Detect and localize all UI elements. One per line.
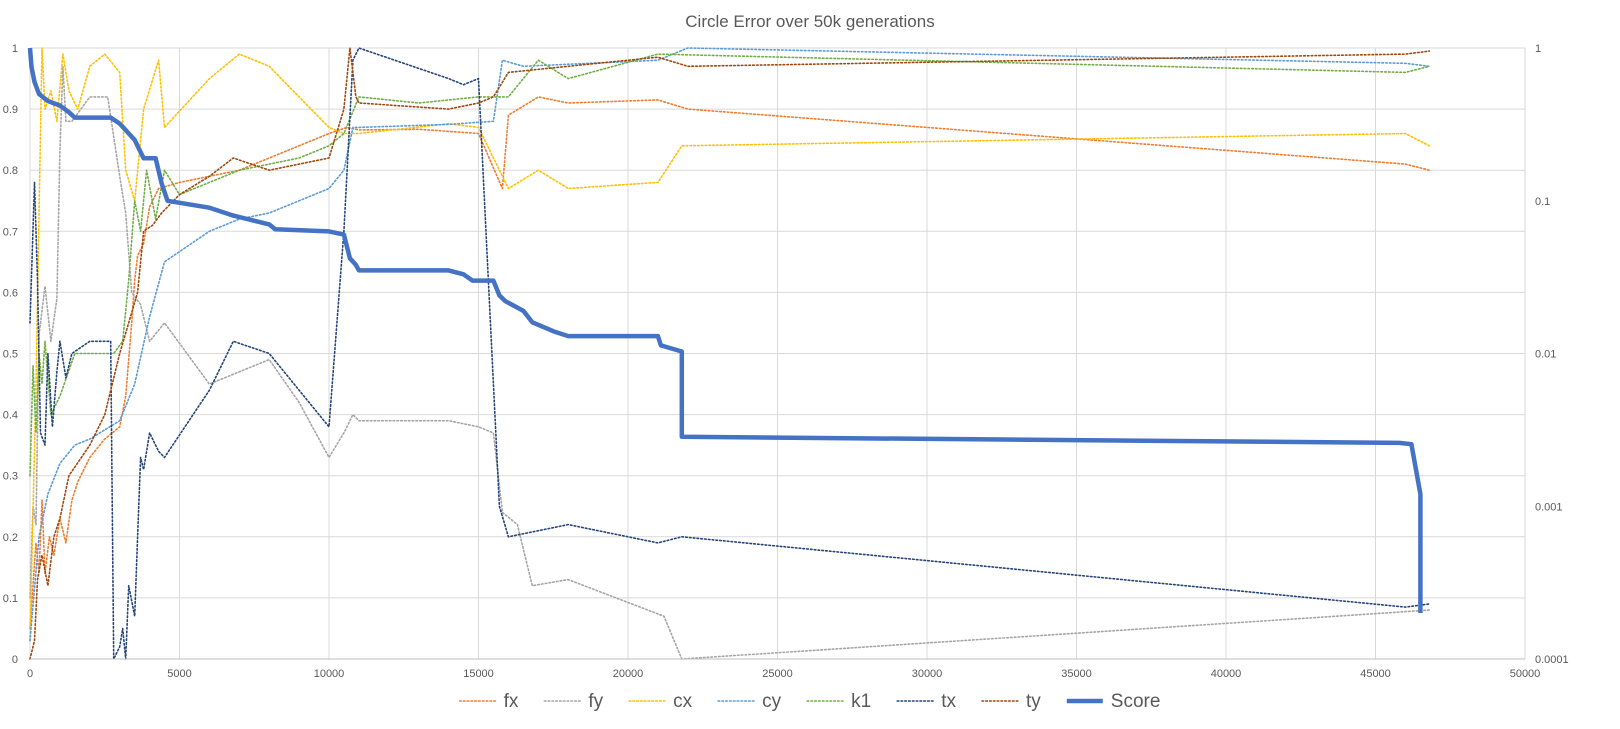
y-tick-label: 0.6 (3, 287, 18, 299)
y-tick-label: 0.1 (3, 593, 18, 605)
y-tick-label: 0 (12, 654, 18, 666)
x-tick-label: 50000 (1510, 668, 1541, 680)
legend-item-score: Score (1066, 691, 1161, 712)
series-score-line (27, 47, 1423, 613)
y-tick-label: 1 (12, 43, 18, 55)
series-ty-line (29, 47, 1431, 660)
axes: 0 0.1 0.2 0.3 0.4 0.5 0.6 0.7 0.8 0.9 1 0 5000 10000 1… (3, 43, 1569, 680)
legend-label: k1 (851, 691, 871, 712)
series-layer (27, 47, 1431, 660)
legend-item-cy: cy (717, 691, 782, 712)
y-tick-label: 0.8 (3, 165, 18, 177)
legend-item-cx: cx (628, 691, 693, 712)
y-tick-label: 0.3 (3, 471, 18, 483)
x-tick-label: 0 (27, 668, 33, 680)
series-tx-line (29, 47, 1431, 660)
legend-label: fx (504, 691, 519, 712)
legend-label: ty (1026, 691, 1041, 712)
y-tick-label: 0.7 (3, 226, 18, 238)
x-tick-label: 40000 (1211, 668, 1242, 680)
legend-label: cx (673, 691, 693, 712)
x-tick-label: 10000 (314, 668, 345, 680)
y-tick-label: 0.5 (3, 349, 18, 361)
y2-tick-label: 0.001 (1535, 501, 1563, 513)
legend-label: tx (941, 691, 956, 712)
chart-title: Circle Error over 50k generations (685, 12, 934, 31)
x-tick-label: 5000 (167, 668, 191, 680)
legend-item-k1: k1 (806, 691, 871, 712)
y2-tick-label: 0.01 (1535, 349, 1556, 361)
x-tick-label: 15000 (463, 668, 494, 680)
y2-tick-label: 0.0001 (1535, 654, 1569, 666)
series-cy-line (29, 47, 1431, 642)
y-tick-label: 0.2 (3, 532, 18, 544)
x-tick-label: 20000 (613, 668, 644, 680)
legend-item-fy: fy (543, 691, 604, 712)
legend-label: fy (588, 691, 603, 712)
legend-item-ty: ty (981, 691, 1041, 712)
x-tick-label: 30000 (912, 668, 943, 680)
y-tick-label: 0.9 (3, 104, 18, 116)
series-cx-line (29, 47, 1431, 642)
x-tick-label: 45000 (1360, 668, 1391, 680)
legend-label: cy (762, 691, 782, 712)
series-k1-line (29, 53, 1431, 477)
y2-tick-label: 1 (1535, 43, 1541, 55)
legend: fx fy cx cy k1 tx ty Score (458, 691, 1161, 712)
series-fy-line (29, 65, 1431, 660)
x-tick-label: 35000 (1061, 668, 1092, 680)
x-tick-label: 25000 (762, 668, 793, 680)
grid (29, 47, 1526, 660)
legend-item-fx: fx (458, 691, 519, 712)
series-fx-line (29, 96, 1431, 630)
y2-tick-label: 0.1 (1535, 196, 1550, 208)
legend-item-tx: tx (896, 691, 956, 712)
legend-label: Score (1111, 691, 1161, 712)
y-tick-label: 0.4 (3, 410, 18, 422)
